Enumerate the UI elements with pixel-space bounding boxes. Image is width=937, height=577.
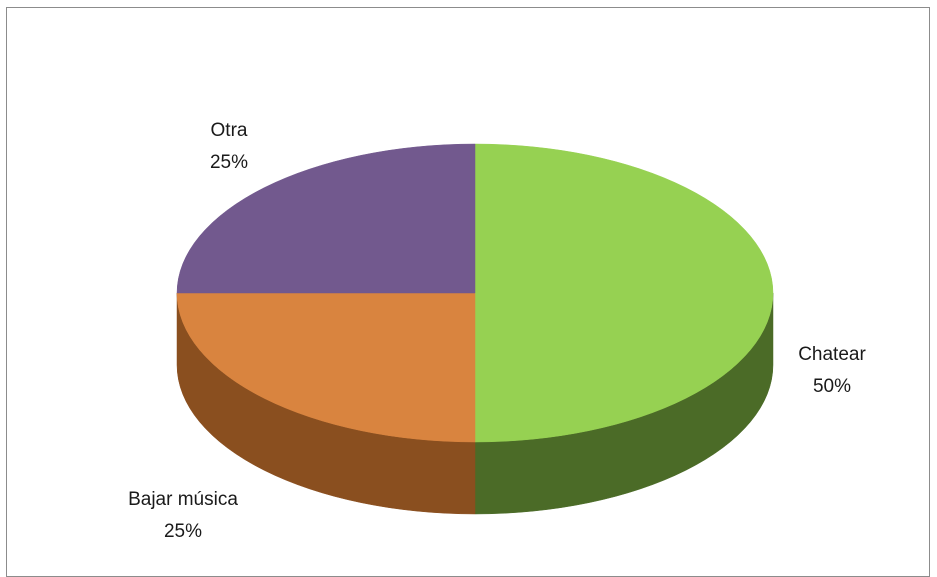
pie-slice-otra (176, 292, 476, 443)
data-label-category-chatear: Chatear (798, 344, 866, 365)
data-label-value-otra: 25% (210, 152, 248, 173)
data-label-value-bajar-musica: 25% (164, 521, 202, 542)
data-label-value-chatear: 50% (813, 376, 851, 397)
pie-chart: Chatear 50% Otra 25% Bajar música 25% (128, 120, 866, 542)
data-label-category-bajar-musica: Bajar música (128, 489, 238, 510)
pie-slice-chatear (474, 143, 774, 443)
data-label-category-otra: Otra (211, 120, 248, 141)
pie-slice-bajar-musica (176, 143, 476, 294)
